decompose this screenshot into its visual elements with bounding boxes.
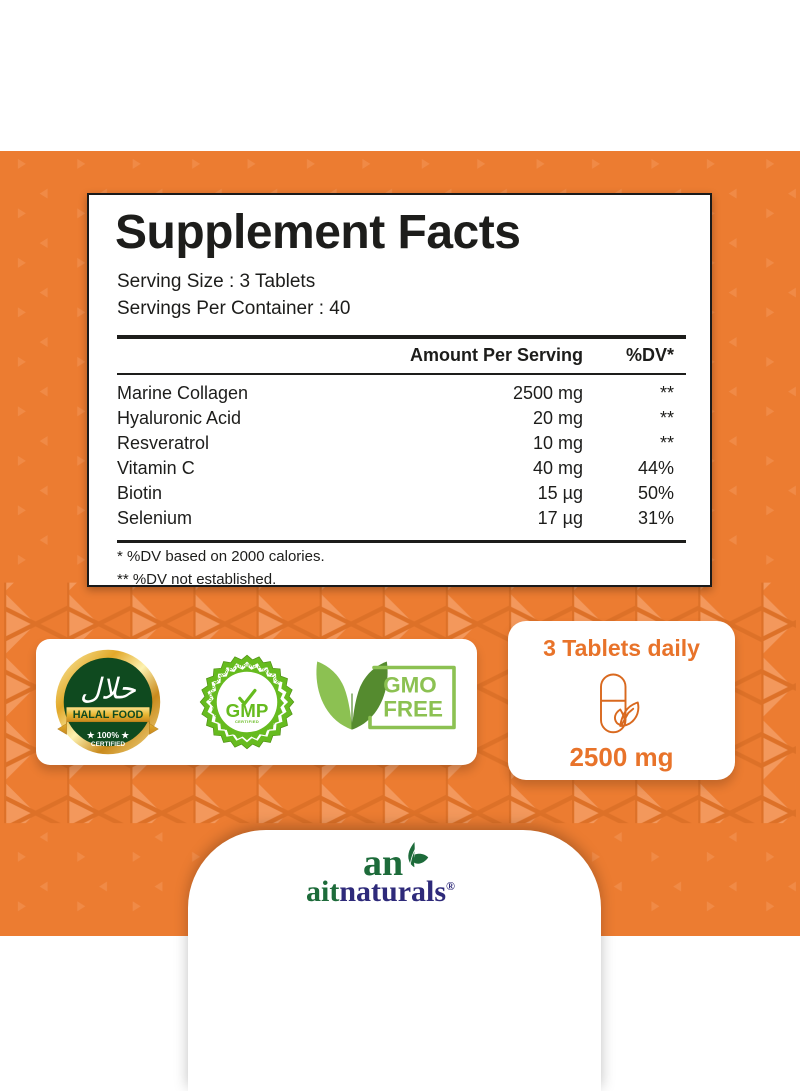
svg-text:HALAL FOOD: HALAL FOOD: [73, 709, 144, 721]
svg-text:GMO: GMO: [383, 673, 436, 698]
svg-text:CERTIFIED: CERTIFIED: [235, 719, 259, 724]
svg-text:FREE: FREE: [383, 697, 443, 722]
svg-text:CERTIFIED: CERTIFIED: [91, 741, 125, 748]
svg-text:حلال: حلال: [80, 673, 136, 705]
svg-text:GMP: GMP: [226, 700, 269, 721]
svg-text:★ 100% ★: ★ 100% ★: [87, 730, 131, 740]
